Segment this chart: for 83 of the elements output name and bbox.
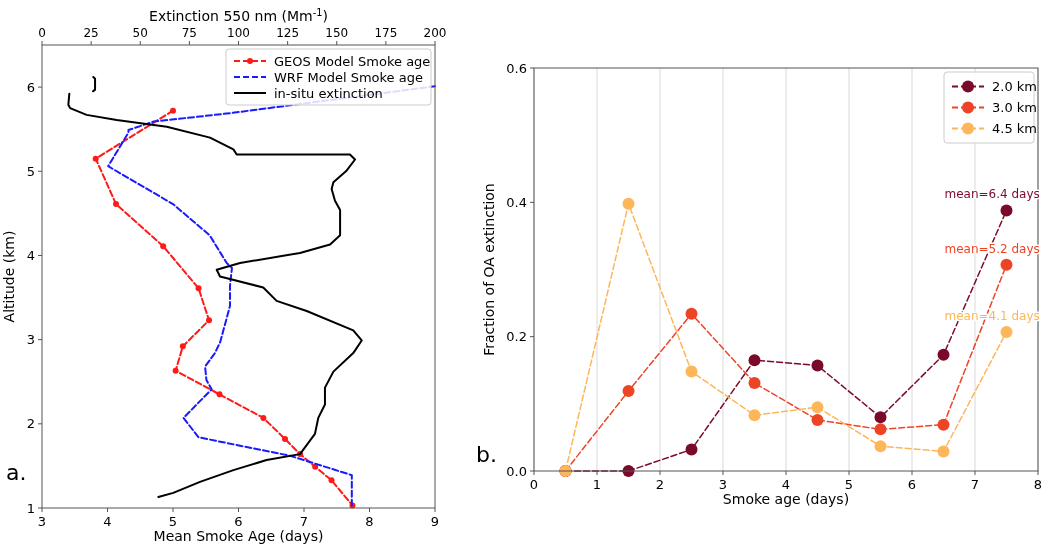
x-tick-label: 5 — [168, 514, 178, 529]
point — [685, 307, 698, 320]
x-tick-label: 8 — [365, 514, 374, 529]
annotation: mean=6.4 days — [944, 187, 1040, 202]
y-tick-label: 2 — [26, 416, 35, 432]
text: a. — [6, 460, 27, 485]
x-tick-label: 5 — [844, 477, 854, 492]
point — [328, 477, 335, 484]
point — [685, 443, 698, 456]
point — [179, 343, 186, 350]
point — [172, 367, 179, 374]
y-tick-label: 1 — [26, 500, 35, 516]
legend-label: 3.0 km — [992, 100, 1037, 115]
y-axis-title: Altitude (km) — [1, 230, 17, 323]
point — [113, 201, 120, 208]
x2-tick-label: 25 — [83, 26, 99, 40]
y-tick-label: 4 — [26, 247, 35, 263]
x2-tick-label: 100 — [227, 26, 250, 40]
legend-label: GEOS Model Smoke age — [274, 53, 431, 69]
x-tick-label: 7 — [970, 477, 980, 492]
y-tick-label: 0.6 — [506, 60, 527, 76]
point — [748, 354, 761, 367]
y-tick-label: 0.4 — [506, 194, 527, 210]
point — [622, 197, 635, 210]
x-axis-title: Smoke age (days) — [722, 491, 850, 507]
y-tick-label: 3 — [26, 332, 35, 348]
point — [260, 414, 267, 421]
point — [748, 409, 761, 422]
x2-tick-label: 200 — [423, 26, 447, 40]
x-tick-label: 2 — [655, 477, 665, 492]
point — [874, 411, 887, 424]
point — [282, 435, 289, 442]
x-tick-label: 3 — [37, 514, 47, 529]
legend-label: 2.0 km — [992, 79, 1037, 94]
x-tick-label: 4 — [781, 477, 791, 492]
point — [92, 155, 99, 162]
point — [874, 423, 887, 436]
x-tick-label: 6 — [907, 477, 917, 492]
text: b. — [476, 442, 497, 467]
point — [1000, 204, 1013, 217]
point — [811, 359, 824, 372]
x2-tick-label: 75 — [181, 26, 198, 40]
point — [216, 391, 223, 398]
x-tick-label: 7 — [299, 514, 309, 529]
point — [874, 440, 887, 453]
y-axis-title: Fraction of OA extinction — [481, 183, 497, 356]
point — [937, 418, 950, 431]
point — [811, 401, 824, 414]
point — [170, 107, 176, 114]
point — [685, 365, 698, 378]
x-tick-label: 1 — [592, 477, 602, 492]
x-tick-label: 9 — [430, 514, 440, 529]
x2-tick-label: 125 — [276, 26, 300, 40]
x-tick-label: 3 — [718, 477, 728, 492]
x-tick-label: 0 — [529, 477, 539, 492]
x-tick-label: 6 — [234, 514, 243, 529]
point — [811, 413, 824, 426]
point — [622, 385, 635, 398]
legend-label: in-situ extinction — [274, 85, 383, 101]
legend-label: WRF Model Smoke age — [274, 69, 423, 85]
legend-label: 4.5 km — [992, 121, 1037, 136]
point — [195, 285, 202, 292]
point — [160, 243, 167, 250]
y-tick-label: 0.2 — [506, 329, 527, 345]
point — [937, 445, 950, 458]
y-tick-label: 6 — [26, 79, 35, 95]
x-axis-title: Mean Smoke Age (days) — [153, 528, 324, 544]
x2-tick-label: 0 — [38, 26, 46, 40]
point — [312, 463, 319, 470]
point — [1000, 258, 1013, 271]
x-tick-label: 4 — [103, 514, 112, 529]
y-tick-label: 5 — [26, 163, 35, 179]
point — [1000, 325, 1013, 338]
x-tick-label: 8 — [1033, 477, 1043, 492]
point — [206, 317, 213, 324]
point — [937, 348, 950, 361]
point — [748, 377, 761, 390]
annotation: mean=5.2 days — [944, 241, 1040, 256]
x2-tick-label: 175 — [374, 26, 398, 40]
x2-axis-title: Extinction 550 nm (Mm$^{-1}$) — [149, 6, 328, 24]
x2-tick-label: 50 — [132, 26, 148, 40]
x2-tick-label: 150 — [325, 26, 349, 40]
y-tick-label: 0.0 — [506, 463, 527, 479]
